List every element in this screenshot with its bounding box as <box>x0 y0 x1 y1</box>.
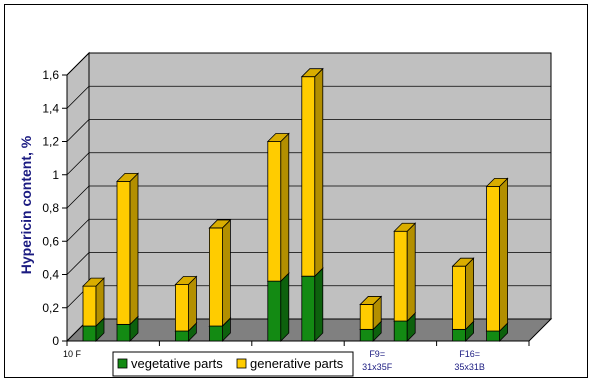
bar-3-generative-side <box>188 276 196 331</box>
bar-2-generative-front <box>117 181 130 324</box>
bar-5-generative-front <box>268 142 281 282</box>
bar-6-generative <box>302 69 323 277</box>
bar-9-generative <box>453 258 474 329</box>
bar-2-generative-side <box>130 173 138 324</box>
bar-6-vegetative-front <box>302 276 315 341</box>
bar-9-vegetative-front <box>453 329 466 341</box>
bar-7-generative <box>360 296 381 329</box>
bar-1-generative <box>83 278 104 326</box>
bar-8-generative <box>394 223 415 321</box>
bar-8-generative-side <box>407 223 415 321</box>
legend-label-vegetative: vegetative parts <box>131 356 223 371</box>
bar-6-generative-side <box>315 69 323 277</box>
bar-5-vegetative-side <box>281 273 289 341</box>
bar-9-generative-front <box>453 266 466 329</box>
bar-7-vegetative-front <box>360 329 373 341</box>
bar-5-generative-side <box>281 134 289 282</box>
bar-3-vegetative-front <box>175 331 188 341</box>
chart-frame: 0 0,2 0,4 0,6 0,8 1 1,2 1,4 1,6 10 F F9= 31x35F F16… <box>4 4 588 378</box>
bar-3-generative <box>175 276 196 331</box>
y-tick-label: 0,2 <box>42 301 59 315</box>
x-group-label: 35x31B <box>454 362 485 372</box>
y-tick-label: 0,4 <box>42 268 59 282</box>
bar-4-generative <box>209 220 230 326</box>
bar-6-vegetative <box>302 268 323 341</box>
y-tick-label: 1 <box>52 168 59 182</box>
bar-4-vegetative-front <box>209 326 222 341</box>
bar-1-vegetative-front <box>83 326 96 341</box>
bar-10-vegetative-front <box>487 331 500 341</box>
bar-7-generative-front <box>360 304 373 329</box>
x-group-label: F9= <box>369 349 385 359</box>
y-tick-label: 1,2 <box>42 135 59 149</box>
x-group-label: 31x35F <box>362 362 393 372</box>
x-group-label: F16= <box>459 349 480 359</box>
bar-1-generative-front <box>83 286 96 326</box>
bar-8-vegetative-front <box>394 321 407 341</box>
stacked-bar-chart: 0 0,2 0,4 0,6 0,8 1 1,2 1,4 1,6 10 F F9= 31x35F F16… <box>5 5 589 379</box>
y-tick-label: 1,4 <box>42 101 59 115</box>
y-axis-label: Hypericin content, % <box>18 135 34 274</box>
bar-10-generative <box>487 178 508 331</box>
x-group-label: 10 F <box>63 349 82 359</box>
bar-8-generative-front <box>394 231 407 321</box>
legend-swatch-vegetative <box>118 359 127 368</box>
bar-6-generative-front <box>302 77 315 277</box>
legend-label-generative: generative parts <box>250 356 344 371</box>
legend-swatch-generative <box>237 359 246 368</box>
bar-5-vegetative <box>268 273 289 341</box>
bar-4-generative-front <box>209 228 222 326</box>
y-tick-label: 0 <box>52 334 59 348</box>
bar-5-vegetative-front <box>268 281 281 341</box>
y-tick-label: 1,6 <box>42 68 59 82</box>
bar-2-vegetative-front <box>117 324 130 341</box>
y-tick-label: 0,8 <box>42 201 59 215</box>
bar-5-generative <box>268 134 289 282</box>
bar-10-generative-side <box>500 178 508 331</box>
bar-2-generative <box>117 173 138 324</box>
bar-6-vegetative-side <box>315 268 323 341</box>
bar-9-generative-side <box>466 258 474 329</box>
y-tick-label: 0,6 <box>42 234 59 248</box>
legend: vegetative parts generative parts <box>113 352 353 376</box>
bar-3-generative-front <box>175 284 188 331</box>
bar-10-generative-front <box>487 186 500 331</box>
bar-4-generative-side <box>222 220 230 326</box>
